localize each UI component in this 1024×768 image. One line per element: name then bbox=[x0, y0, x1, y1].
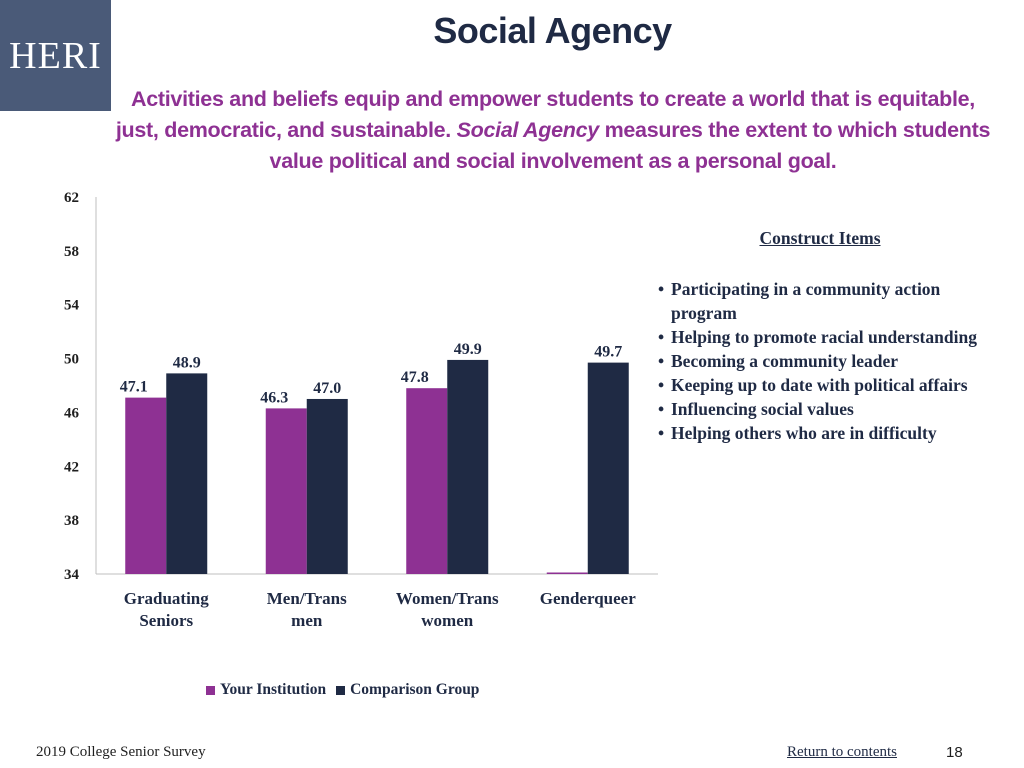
construct-item: Keeping up to date with political affair… bbox=[656, 373, 996, 397]
subtitle-emphasis: Social Agency bbox=[456, 118, 600, 142]
data-label: 47.0 bbox=[313, 380, 341, 397]
bar bbox=[447, 359, 489, 574]
bar bbox=[306, 398, 348, 574]
construct-items-list: Participating in a community action prog… bbox=[656, 277, 996, 445]
bar bbox=[587, 362, 629, 574]
bar bbox=[166, 373, 208, 574]
x-category-label: Seniors bbox=[139, 611, 193, 630]
bar bbox=[265, 408, 307, 574]
data-label: 46.3 bbox=[260, 389, 288, 406]
y-tick-label: 54 bbox=[64, 298, 80, 314]
x-category-label: Women/Trans bbox=[396, 589, 499, 608]
bar bbox=[406, 388, 448, 574]
data-label: 48.9 bbox=[173, 354, 201, 371]
logo-text: HERI bbox=[9, 34, 102, 77]
data-label: 47.1 bbox=[120, 379, 148, 396]
construct-item: Helping to promote racial understanding bbox=[656, 325, 996, 349]
construct-item: Helping others who are in difficulty bbox=[656, 421, 996, 445]
data-label: 49.7 bbox=[594, 344, 622, 361]
legend-swatch-institution bbox=[206, 685, 215, 695]
y-tick-label: 42 bbox=[64, 459, 79, 475]
y-tick-label: 50 bbox=[64, 352, 79, 368]
page-title: Social Agency bbox=[433, 10, 672, 51]
page-number: 18 bbox=[946, 744, 963, 761]
construct-items-title: Construct Items bbox=[759, 228, 881, 248]
construct-item: Participating in a community action prog… bbox=[656, 277, 996, 325]
data-label: 47.8 bbox=[401, 369, 429, 386]
legend-swatch-comparison bbox=[336, 685, 346, 695]
x-category-label: Men/Trans bbox=[267, 589, 347, 608]
bar bbox=[125, 397, 167, 574]
x-category-label: women bbox=[421, 611, 473, 630]
page-subtitle: Activities and beliefs equip and empower… bbox=[108, 84, 998, 177]
legend-label-institution: Your Institution bbox=[220, 681, 327, 698]
y-tick-label: 58 bbox=[64, 244, 79, 260]
data-label: 49.9 bbox=[454, 341, 482, 358]
x-category-label: Graduating bbox=[124, 589, 210, 608]
return-to-contents-link[interactable]: Return to contents bbox=[787, 744, 897, 760]
construct-item: Influencing social values bbox=[656, 397, 996, 421]
construct-items-panel: Construct Items Participating in a commu… bbox=[656, 228, 996, 445]
y-tick-label: 34 bbox=[64, 567, 80, 583]
legend-item-comparison: Comparison Group bbox=[336, 681, 479, 699]
subtitle-part2: measures the extent to which students va… bbox=[269, 118, 991, 173]
legend-label-comparison: Comparison Group bbox=[350, 681, 480, 698]
heri-logo: HERI bbox=[0, 0, 111, 111]
y-tick-label: 38 bbox=[64, 513, 79, 529]
construct-item: Becoming a community leader bbox=[656, 349, 996, 373]
chart-legend: Your Institution Comparison Group bbox=[206, 681, 479, 699]
legend-item-institution: Your Institution bbox=[206, 681, 326, 699]
y-tick-label: 46 bbox=[64, 405, 80, 421]
survey-name: 2019 College Senior Survey bbox=[36, 744, 206, 760]
subtitle-part1: Activities and beliefs equip and empower… bbox=[115, 87, 975, 142]
x-category-label: Genderqueer bbox=[540, 589, 636, 608]
y-tick-label: 62 bbox=[64, 190, 79, 206]
x-category-label: men bbox=[291, 611, 323, 630]
bar bbox=[546, 572, 588, 574]
